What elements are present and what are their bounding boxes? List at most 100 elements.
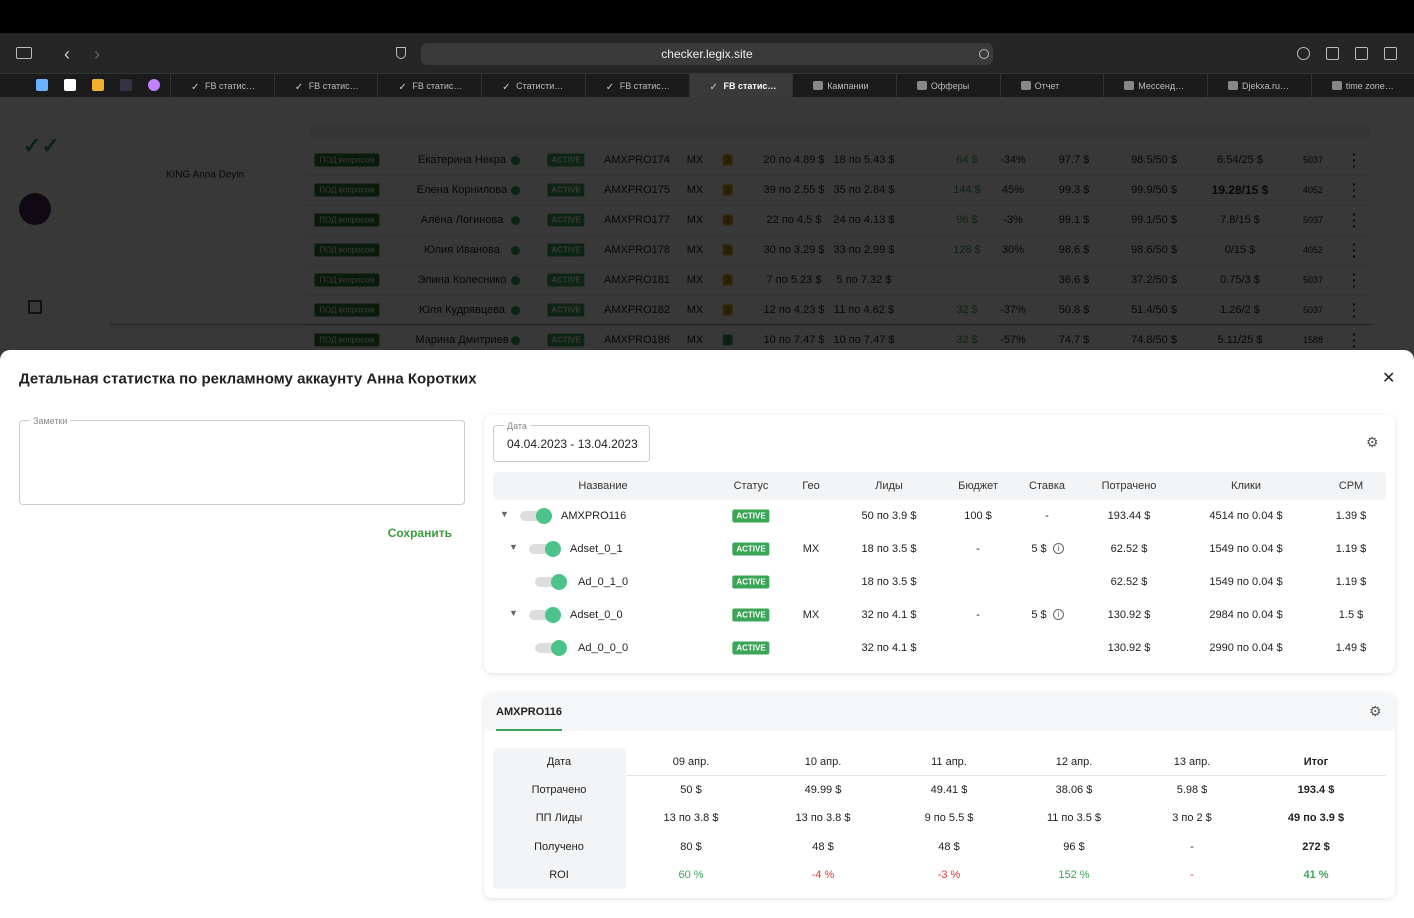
info-icon[interactable]: i [1053, 543, 1064, 554]
top-bar [0, 0, 1414, 33]
stats-cell: 5.98 $ [1176, 784, 1208, 796]
cell-clicks: 4514 по 0.04 $ [1209, 510, 1283, 522]
cell-clicks: 1549 по 0.04 $ [1209, 576, 1283, 588]
toggle[interactable] [535, 640, 567, 656]
tab[interactable]: time zone… [1310, 74, 1414, 97]
stats-column-header: 10 апр. [804, 756, 842, 768]
tree-card: Дата 04.04.2023 - 13.04.2023 ⚙ Название Стат… [484, 415, 1395, 673]
tab[interactable]: ✓ FB статис… [273, 74, 378, 97]
toggle-knob [545, 541, 561, 557]
stats-cell: 48 $ [812, 840, 834, 853]
cell-budget: - [976, 543, 980, 555]
tab[interactable]: ✓ FB статис… [170, 74, 274, 97]
tab-icon: ✓ [709, 82, 718, 93]
stats-cell: 13 по 3.8 $ [663, 812, 719, 825]
toggle[interactable] [535, 574, 567, 590]
toggle[interactable] [529, 541, 561, 557]
pinned-tab[interactable] [64, 79, 76, 91]
stats-cell: 60 % [678, 868, 704, 881]
stats-column-header: 12 апр. [1055, 756, 1093, 768]
row-name: Ad_0_0_0 [578, 642, 629, 654]
column-header: Потрачено [1101, 480, 1157, 492]
stats-tab[interactable]: AMXPRO116 [496, 706, 563, 718]
download-button[interactable] [1297, 47, 1310, 60]
tab[interactable]: Кампании [792, 74, 896, 97]
stats-cell: -3 % [937, 868, 961, 881]
status-badge: ACTIVE [732, 509, 770, 523]
close-button[interactable]: ✕ [1382, 370, 1396, 387]
tab-title: Офферы [930, 81, 970, 91]
toggle-knob [545, 607, 561, 623]
expand-caret[interactable]: ▼ [509, 542, 518, 552]
cell-budget: 100 $ [964, 510, 992, 522]
cell-cpm: 1.49 $ [1335, 642, 1367, 654]
tab-title: FB статис… [308, 81, 359, 91]
tab[interactable]: ✓ FB статис… [377, 74, 481, 97]
tab[interactable]: ✓ Статисти… [481, 74, 585, 97]
toggle[interactable] [529, 607, 561, 623]
tab-title: FB статис… [619, 81, 670, 91]
column-header: Статус [733, 480, 769, 492]
column-header: Название [578, 480, 628, 492]
notes-label: Заметки [30, 416, 71, 426]
tab[interactable]: ✓ FB статис… [688, 74, 793, 97]
stats-cell: 13 по 3.8 $ [795, 812, 851, 825]
row-name: Ad_0_1_0 [578, 576, 629, 588]
stats-row-label: Потрачено [531, 784, 587, 796]
tab-icon: ✓ [191, 82, 200, 93]
pinned-tab[interactable] [36, 79, 48, 91]
stats-row-label: ПП Лиды [535, 812, 583, 825]
forward-button[interactable]: › [94, 44, 100, 64]
tab-icon: ✓ [605, 82, 615, 93]
toggle-knob [551, 574, 567, 590]
date-field[interactable]: Дата 04.04.2023 - 13.04.2023 [493, 421, 650, 462]
cell-leads: 18 по 3.5 $ [861, 543, 917, 555]
header-line [626, 775, 1386, 776]
expand-caret[interactable]: ▼ [509, 608, 518, 618]
cell-geo: MX [802, 543, 820, 555]
info-icon[interactable]: i [1053, 609, 1064, 620]
stats-cell: 50 $ [680, 784, 702, 796]
tab-title: Статисти… [516, 81, 564, 91]
stats-cell: 48 $ [938, 840, 960, 853]
status-badge: ACTIVE [732, 641, 770, 655]
pinned-tab[interactable] [92, 79, 104, 91]
tab[interactable]: Мессенд… [1103, 74, 1207, 97]
cell-spent: 130.92 $ [1107, 642, 1151, 654]
stats-cell: 80 $ [680, 840, 702, 853]
tab[interactable]: Djekxa.ru… [1207, 74, 1311, 97]
url-bar[interactable]: checker.legix.site [421, 43, 993, 65]
notes-field[interactable]: Заметки [19, 416, 465, 505]
shield-icon [396, 47, 406, 59]
settings-button[interactable]: ⚙ [1366, 434, 1379, 450]
tab[interactable]: ✓ FB статис… [584, 74, 689, 97]
tab-icon [1228, 81, 1238, 90]
tab-title: Мессенд… [1138, 81, 1185, 91]
tab[interactable]: Отчет [999, 74, 1104, 97]
new-tab-button[interactable] [1355, 47, 1368, 60]
save-button[interactable]: Сохранить [387, 526, 452, 540]
cell-spent: 62.52 $ [1110, 576, 1148, 588]
tab-underline [496, 729, 562, 731]
url-text: checker.legix.site [661, 47, 753, 61]
expand-caret[interactable]: ▼ [500, 509, 509, 519]
tabs-overview-button[interactable] [1384, 47, 1397, 60]
column-header: Лиды [875, 480, 903, 492]
back-button[interactable]: ‹ [64, 44, 70, 64]
toggle[interactable] [520, 508, 552, 524]
cell-clicks: 1549 по 0.04 $ [1209, 543, 1283, 555]
pinned-tab[interactable] [148, 79, 160, 91]
tab[interactable]: Офферы [895, 74, 1000, 97]
stats-cell: 11 по 3.5 $ [1046, 812, 1102, 825]
sidebar-toggle[interactable] [16, 47, 32, 59]
column-header: Бюджет [958, 480, 998, 492]
pinned-tab[interactable] [120, 79, 132, 91]
stats-cell: 38.06 $ [1055, 784, 1093, 796]
cell-clicks: 2990 по 0.04 $ [1209, 642, 1283, 654]
column-header: Клики [1231, 480, 1261, 492]
settings-button[interactable]: ⚙ [1369, 703, 1382, 719]
share-button[interactable] [1326, 47, 1339, 60]
tab-title: time zone… [1345, 81, 1394, 91]
cell-budget: - [976, 609, 980, 621]
